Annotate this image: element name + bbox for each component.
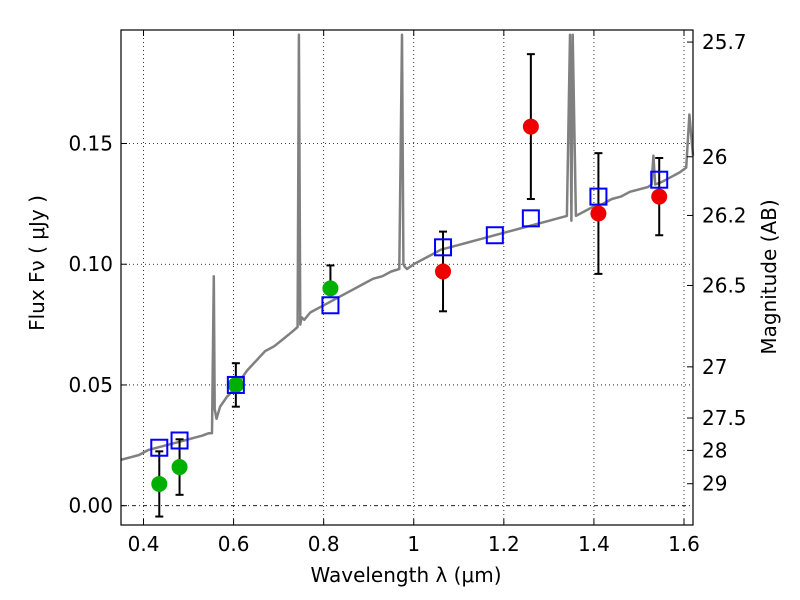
model-photometry-square xyxy=(150,438,169,457)
red-data-point xyxy=(651,188,668,205)
red-data-point xyxy=(522,118,539,135)
y2-tick-label: 27.5 xyxy=(702,406,747,430)
y2-tick-label: 26 xyxy=(702,145,727,169)
y-tick-label: 0.10 xyxy=(68,252,113,276)
x-tick-label: 1.2 xyxy=(488,532,520,556)
y2-tick-label: 26.5 xyxy=(702,273,747,297)
y-axis-left: 0.00 0.05 0.10 0.15 xyxy=(68,131,127,518)
model-photometry-square xyxy=(485,226,504,245)
y2-axis-label: Magnitude (AB) xyxy=(757,199,781,354)
x-tick-label: 1.6 xyxy=(668,532,700,556)
green-data-point xyxy=(151,475,168,492)
plot-frame xyxy=(120,29,694,526)
x-axis-label: Wavelength λ (μm) xyxy=(310,563,501,587)
y2-tick-label: 29 xyxy=(702,472,727,496)
model-photometry-square xyxy=(321,296,340,315)
model-photometry-square xyxy=(434,238,453,257)
x-tick-label: 0.6 xyxy=(218,532,250,556)
green-data-point xyxy=(322,280,339,297)
model-spectrum-layer xyxy=(120,33,695,462)
red-data-point xyxy=(435,263,452,280)
x-axis: 0.4 0.6 0.8 1 1.2 1.4 1.6 xyxy=(128,30,700,556)
y-tick-label: 0.15 xyxy=(68,131,113,155)
x-tick-label: 1 xyxy=(407,532,420,556)
grid-lines xyxy=(121,30,693,525)
green-data-point xyxy=(227,376,244,393)
model-photometry-square xyxy=(170,431,189,450)
y-tick-label: 0.00 xyxy=(68,494,113,518)
y2-tick-label: 26.2 xyxy=(702,203,747,227)
data-points-layer xyxy=(150,118,669,492)
y-axis-label: Flux Fν ( μJy ) xyxy=(25,195,49,331)
x-tick-label: 1.4 xyxy=(578,532,610,556)
y2-tick-label: 25.7 xyxy=(702,30,747,54)
green-data-point xyxy=(171,459,188,476)
model-photometry-square xyxy=(521,209,540,228)
y-tick-label: 0.05 xyxy=(68,373,113,397)
model-photometry-square xyxy=(589,187,608,206)
model-photometry-square xyxy=(650,170,669,189)
red-data-point xyxy=(590,205,607,222)
model-spectrum-line xyxy=(120,33,695,462)
x-tick-label: 0.8 xyxy=(308,532,340,556)
y2-tick-label: 27 xyxy=(702,355,727,379)
error-bars-layer xyxy=(155,53,664,518)
x-tick-label: 0.4 xyxy=(128,532,160,556)
y2-tick-label: 28 xyxy=(702,438,727,462)
y-axis-right: 25.7 26 26.2 26.5 27 27.5 28 29 xyxy=(687,30,747,496)
model-photometry-square xyxy=(226,375,245,394)
